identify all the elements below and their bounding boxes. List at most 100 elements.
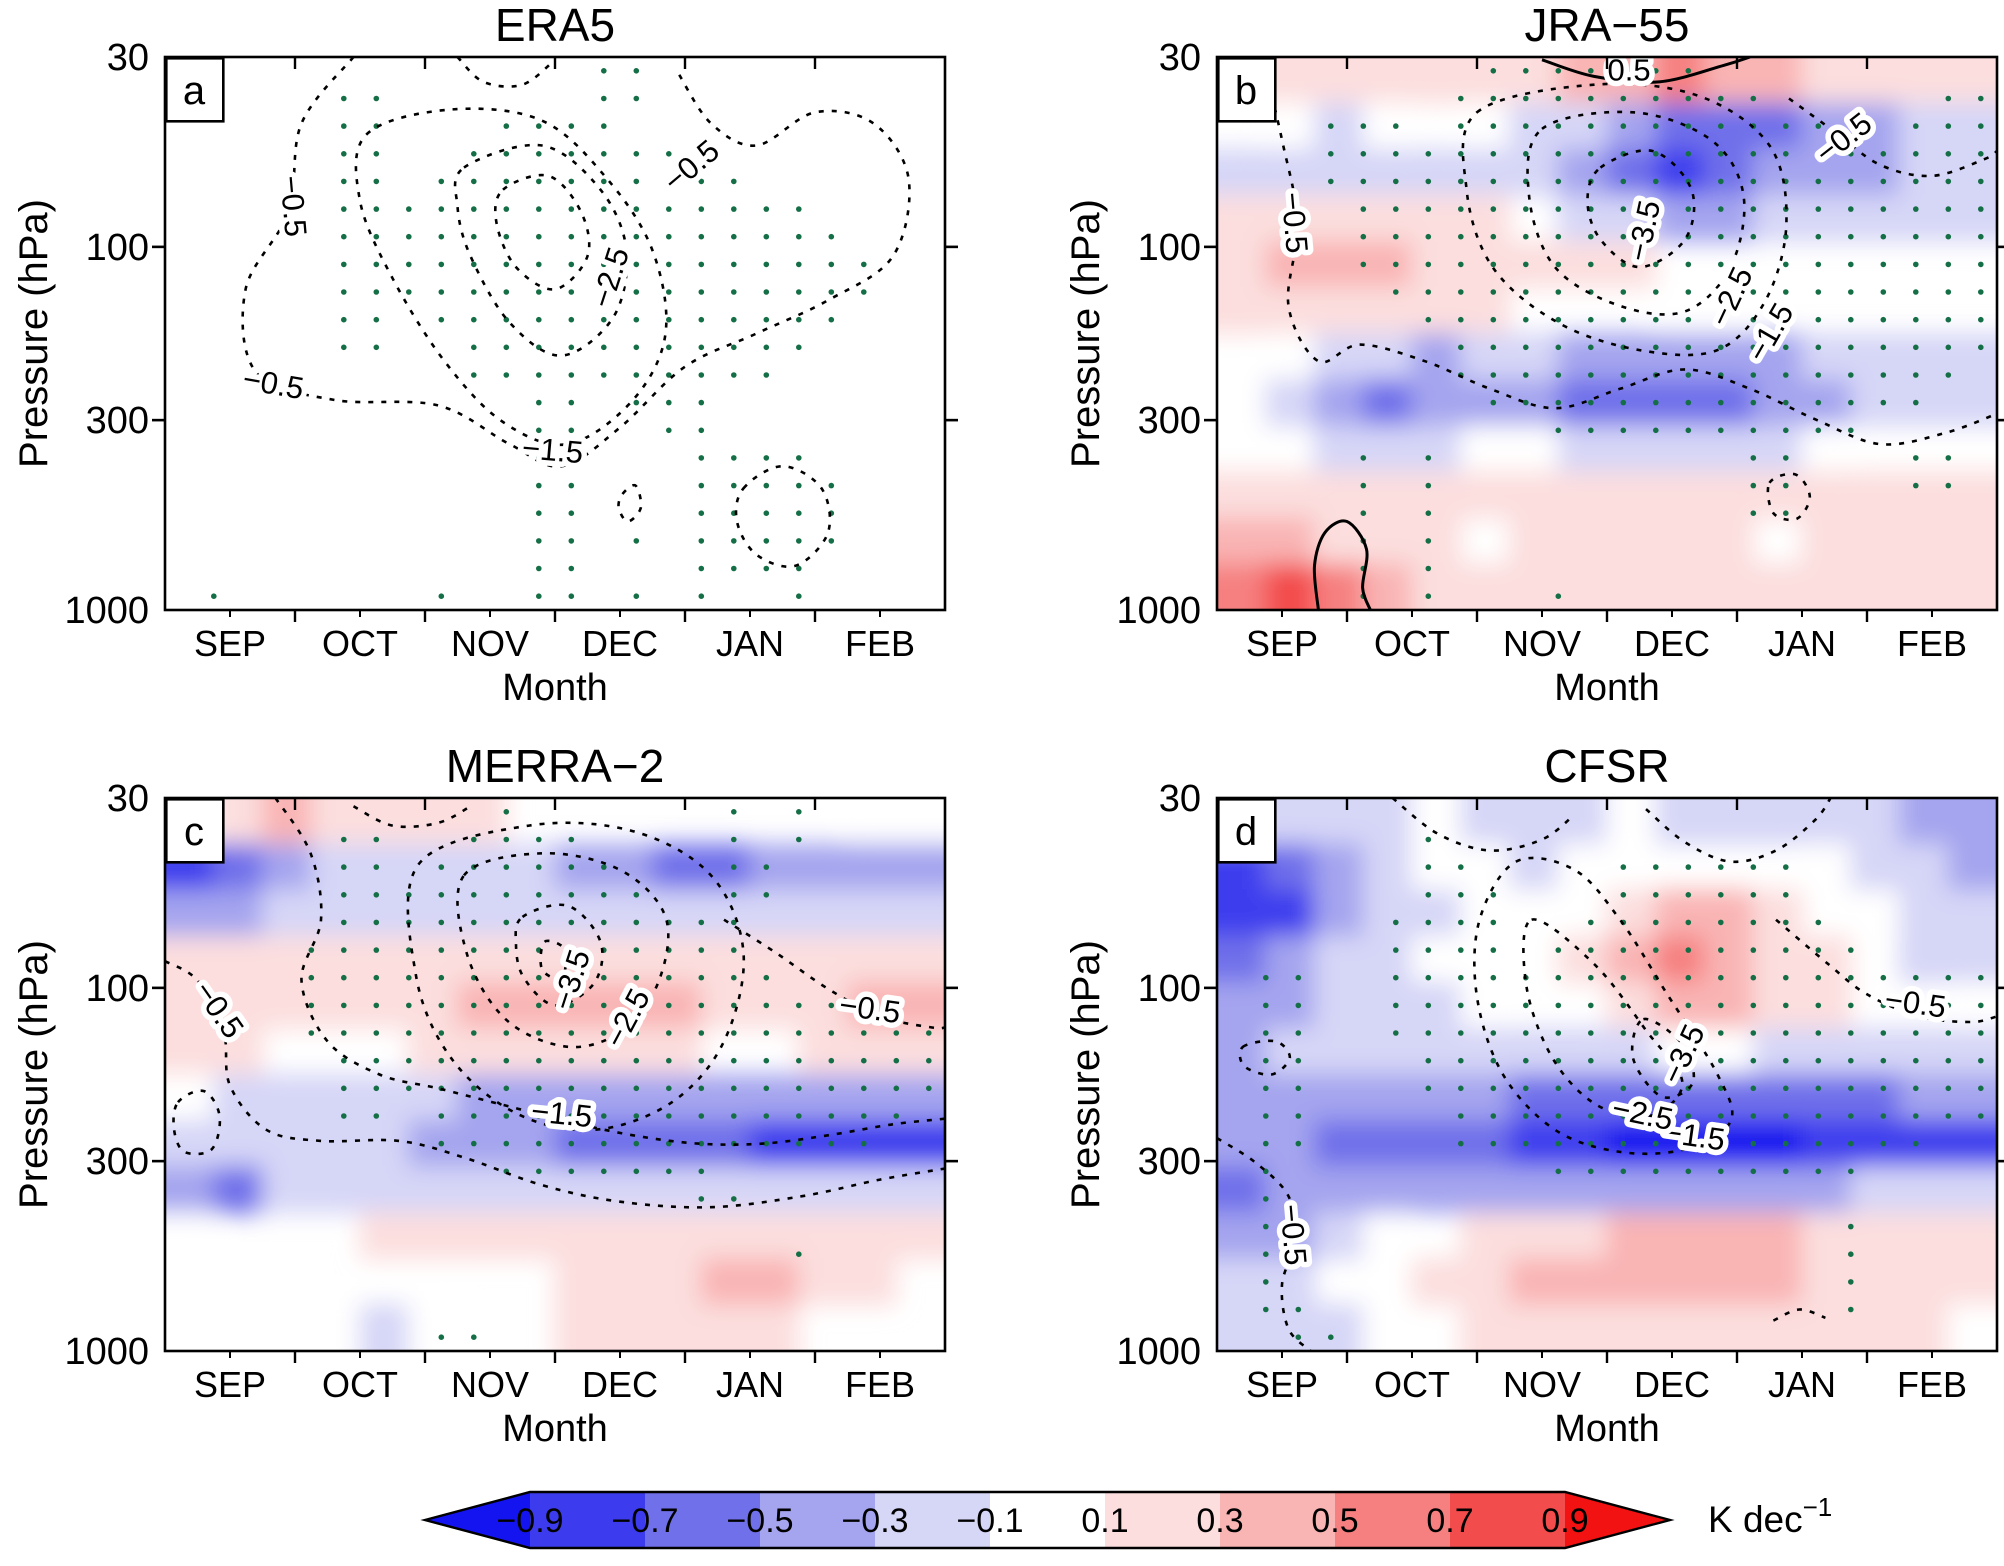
- y-tick-label: 1000: [1116, 590, 1201, 632]
- trend-cell: [701, 1074, 751, 1121]
- trend-cell: [1265, 10, 1315, 57]
- stipple-dot: [796, 1141, 802, 1147]
- stipple-dot: [1881, 1141, 1887, 1147]
- trend-cell: [1217, 890, 1267, 937]
- trend-cell: [1850, 1028, 1900, 1075]
- stipple-dot: [1751, 455, 1757, 461]
- trend-cell: [262, 798, 312, 845]
- stipple-dot: [1816, 947, 1822, 953]
- trend-cell: [1460, 1028, 1510, 1075]
- stipple-dot: [1848, 345, 1854, 351]
- trend-cell: [165, 1166, 215, 1213]
- trend-cell: [1460, 10, 1510, 57]
- trend-cell: [1363, 563, 1413, 610]
- stipple-dot: [439, 1113, 445, 1119]
- stipple-dot: [1458, 920, 1464, 926]
- stipple-dot: [1491, 947, 1497, 953]
- trend-cell: [1363, 982, 1413, 1029]
- trend-cell: [945, 798, 995, 845]
- trend-cell: [1850, 1120, 1900, 1167]
- stipple-dot: [1751, 400, 1757, 406]
- stipple-dot: [731, 345, 737, 351]
- stipple-dot: [569, 538, 575, 544]
- trend-cell: [1509, 1120, 1559, 1167]
- trend-cell: [1850, 610, 1900, 657]
- trend-cell: [262, 844, 312, 891]
- stipple-dot: [1978, 96, 1984, 102]
- trend-cell: [1948, 1304, 1998, 1351]
- stipple-dot: [1718, 947, 1724, 953]
- stipple-dot: [666, 1086, 672, 1092]
- stipple-dot: [1556, 947, 1562, 953]
- y-tick-label: 30: [1159, 37, 1201, 79]
- trend-cell: [1802, 1304, 1852, 1351]
- trend-cell: [1314, 1304, 1364, 1351]
- stipple-dot: [1556, 289, 1562, 295]
- stipple-dot: [1751, 179, 1757, 185]
- stipple-dot: [634, 96, 640, 102]
- stipple-dot: [861, 1058, 867, 1064]
- trend-cell: [165, 1120, 215, 1167]
- trend-cell: [1948, 563, 1998, 610]
- trend-cell: [262, 1166, 312, 1213]
- trend-cell: [1850, 890, 1900, 937]
- trend-cell: [1899, 1120, 1949, 1167]
- stipple-dot: [764, 1086, 770, 1092]
- stipple-dot: [1426, 1058, 1432, 1064]
- trend-cell: [1412, 149, 1462, 196]
- stipple-dot: [341, 1086, 347, 1092]
- trend-cell: [1850, 149, 1900, 196]
- stipple-dot: [1653, 1086, 1659, 1092]
- colorbar-unit-label: K dec−1: [1708, 1492, 1832, 1540]
- stipple-dot: [1588, 372, 1594, 378]
- trend-cell: [847, 1212, 897, 1259]
- panel-letter: a: [183, 69, 206, 113]
- contour-label: −1.5: [521, 430, 585, 470]
- stipple-dot: [699, 947, 705, 953]
- trend-cell: [1509, 1166, 1559, 1213]
- stipple-dot: [569, 317, 575, 323]
- stipple-dot: [341, 123, 347, 129]
- stipple-dot: [1783, 400, 1789, 406]
- stipple-dot: [1913, 123, 1919, 129]
- contour-label: −0.5: [1275, 191, 1315, 255]
- stipple-dot: [1426, 289, 1432, 295]
- stipple-dot: [406, 1030, 412, 1036]
- trend-cell: [1802, 751, 1852, 798]
- stipple-dot: [1426, 975, 1432, 981]
- trend-cell: [1607, 1166, 1657, 1213]
- trend-cell: [1217, 10, 1267, 57]
- trend-cell: [1217, 195, 1267, 242]
- stipple-dot: [374, 206, 380, 212]
- stipple-dot: [309, 975, 315, 981]
- trend-cell: [1412, 57, 1462, 104]
- stipple-dot: [1491, 400, 1497, 406]
- x-axis-title: Month: [1554, 1408, 1660, 1450]
- stipple-dot: [1978, 975, 1984, 981]
- stipple-dot: [569, 837, 575, 843]
- trend-cell: [1948, 195, 1998, 242]
- stipple-dot: [504, 809, 510, 815]
- trend-cell: [1948, 1120, 1998, 1167]
- stipple-dot: [731, 1086, 737, 1092]
- stipple-dot: [504, 234, 510, 240]
- stipple-dot: [796, 262, 802, 268]
- colorbar-tick-label: 0.3: [1196, 1502, 1243, 1540]
- stipple-dot: [601, 234, 607, 240]
- stipple-dot: [536, 1030, 542, 1036]
- trend-cell: [1509, 844, 1559, 891]
- stipple-dot: [1848, 947, 1854, 953]
- trend-cell: [1704, 798, 1754, 845]
- stipple-dot: [1978, 179, 1984, 185]
- stipple-dot: [1848, 372, 1854, 378]
- trend-cell: [652, 890, 702, 937]
- trend-cell: [1558, 1166, 1608, 1213]
- trend-cell: [213, 1074, 263, 1121]
- trend-cell: [360, 1212, 410, 1259]
- stipple-dot: [829, 1141, 835, 1147]
- trend-cell: [750, 982, 800, 1029]
- stipple-dot: [1783, 1086, 1789, 1092]
- stipple-dot: [504, 947, 510, 953]
- stipple-dot: [1653, 345, 1659, 351]
